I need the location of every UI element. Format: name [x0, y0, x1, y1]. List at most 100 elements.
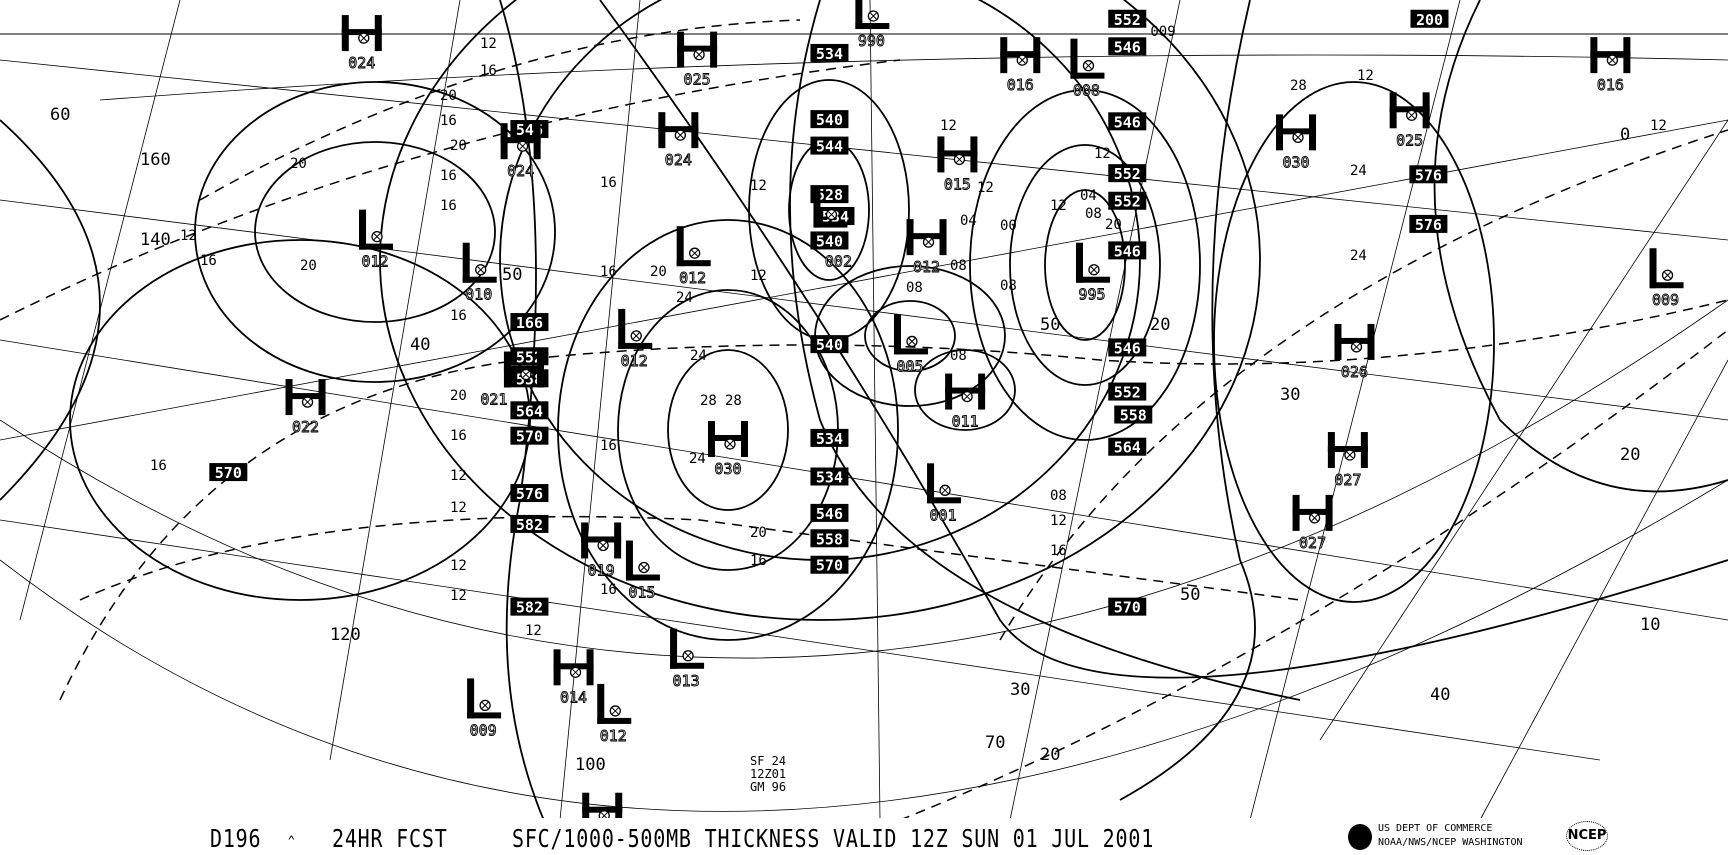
thickness-value: 564 — [1114, 439, 1141, 457]
lat-lon-label-wrap: 20 — [1620, 445, 1640, 465]
isobar-label-wrap: 24 — [689, 451, 706, 467]
thickness-box: 582 — [510, 514, 549, 534]
thickness-value: 544 — [816, 138, 843, 156]
high-pressure-center: 030 — [707, 420, 748, 478]
thickness-value: 166 — [516, 314, 543, 332]
meridian-line — [329, 0, 461, 761]
low-symbol-icon — [1070, 38, 1105, 79]
thickness-value: 534 — [816, 430, 843, 448]
pressure-value: 022 — [292, 418, 319, 436]
isobar-label: 00 — [1000, 218, 1017, 234]
isobar-label: 08 — [1000, 278, 1017, 294]
annotation-line: SF 24 — [750, 754, 787, 768]
isobar-label-wrap: 12 — [1650, 118, 1667, 134]
thickness-value: 552 — [1114, 165, 1141, 183]
isobar-label-wrap: 12 — [1094, 146, 1111, 162]
thickness-box: 570 — [510, 426, 549, 446]
isobar-label: 08 — [906, 280, 923, 296]
high-pressure-center: 027 — [1327, 432, 1368, 489]
pressure-value-wrap: 016 — [1596, 76, 1624, 95]
lat-lon-label: 20 — [1040, 745, 1060, 765]
lat-lon-label: 10 — [1640, 615, 1660, 635]
isobar-label: 12 — [750, 268, 767, 284]
agency-line1: US DEPT OF COMMERCE — [1378, 823, 1493, 834]
isobar-label-wrap: 20 — [650, 264, 667, 280]
pressure-value: 014 — [560, 688, 587, 706]
pressure-value: 024 — [507, 162, 534, 180]
thickness-value: 546 — [816, 505, 843, 523]
low-pressure-center: 015 — [625, 540, 660, 602]
isobar-label-wrap: 12 — [450, 500, 467, 516]
low-pressure-center: 012 — [597, 683, 632, 745]
isobar-line — [1009, 144, 1161, 386]
lat-lon-grid — [0, 0, 1728, 821]
high-pressure-center: 025 — [1389, 92, 1430, 150]
low-symbol-icon — [597, 683, 632, 724]
high-symbol-icon — [1276, 114, 1317, 151]
noaa-logo-icon — [1348, 824, 1372, 850]
low-symbol-icon — [1075, 242, 1110, 283]
lat-lon-label-wrap: 40 — [410, 335, 430, 355]
isobar-label-wrap: 12 — [525, 623, 542, 639]
pressure-value-wrap: 995 — [1078, 285, 1106, 304]
isobar-label: 16 — [480, 63, 497, 79]
pressure-value-wrap: 009 — [1150, 24, 1175, 40]
lat-lon-label-wrap: 0 — [1620, 125, 1630, 145]
footer-bar: D196 ^ 24HR FCST SFC/1000-500MB THICKNES… — [0, 818, 1728, 855]
lat-lon-label: 100 — [575, 755, 606, 775]
pressure-value-wrap: 001 — [929, 506, 957, 525]
low-pressure-center: 002 — [813, 187, 852, 271]
isobar-label-wrap: 16 — [750, 553, 767, 569]
pressure-value: 011 — [952, 413, 979, 431]
pressure-value: 025 — [684, 71, 711, 89]
isobar-label-wrap: 24 — [690, 348, 707, 364]
pressure-value-wrap: 015 — [628, 583, 656, 602]
low-symbol-icon — [625, 540, 660, 581]
thickness-box: 546 — [510, 120, 549, 139]
isobar-label: 24 — [690, 348, 707, 364]
pressure-value-wrap: 015 — [943, 175, 971, 194]
isobar-label-wrap: 24 — [1350, 248, 1367, 264]
isobar-label: 12 — [750, 178, 767, 194]
meridian-line — [1479, 359, 1728, 821]
isobar-label: 12 — [1094, 146, 1111, 162]
thickness-value: 540 — [816, 232, 843, 250]
isobar-label: 12 — [1650, 118, 1667, 134]
thickness-value: 558 — [1120, 407, 1147, 425]
isobar-label: 16 — [440, 198, 457, 214]
high-symbol-icon — [906, 219, 947, 256]
high-pressure-center: 024 — [341, 15, 382, 73]
meridian-line — [869, 0, 881, 821]
pressure-value: 027 — [1299, 534, 1326, 552]
isobar-line — [864, 300, 956, 372]
pressure-value-wrap: 012 — [361, 252, 389, 271]
high-pressure-center: 025 — [677, 31, 718, 89]
low-symbol-icon — [670, 628, 705, 669]
pressure-value: 009 — [1652, 291, 1679, 309]
pressure-value: 026 — [1341, 363, 1368, 381]
isobar-label: 12 — [525, 623, 542, 639]
isobar-label: 12 — [450, 468, 467, 484]
isobar-label: 08 — [1085, 206, 1102, 222]
thickness-box: 200 — [1410, 9, 1449, 29]
lat-lon-label: 40 — [410, 335, 430, 355]
low-pressure-center: 990 — [855, 0, 890, 50]
low-symbol-icon — [1649, 248, 1684, 289]
isobar-label: 08 — [1050, 488, 1067, 504]
low-symbol-icon — [855, 0, 890, 30]
pressure-value: 012 — [679, 269, 706, 287]
isobar-label-wrap: 16 — [450, 308, 467, 324]
lat-lon-label-wrap: 10 — [1640, 615, 1660, 635]
parallel-line — [0, 199, 1728, 421]
high-symbol-icon — [1590, 37, 1631, 74]
thickness-box: 558 — [1114, 405, 1153, 425]
pressure-value-wrap: 024 — [664, 151, 692, 170]
annotation-line: GM 96 — [750, 780, 787, 794]
parallel-line — [0, 119, 1728, 441]
high-pressure-center: 016 — [1000, 37, 1041, 95]
high-pressure-center: 014 — [553, 649, 594, 707]
thickness-box: 540 — [810, 110, 849, 129]
isobar-label-wrap: 12 — [1050, 198, 1067, 214]
isobar-label: 12 — [180, 228, 197, 244]
